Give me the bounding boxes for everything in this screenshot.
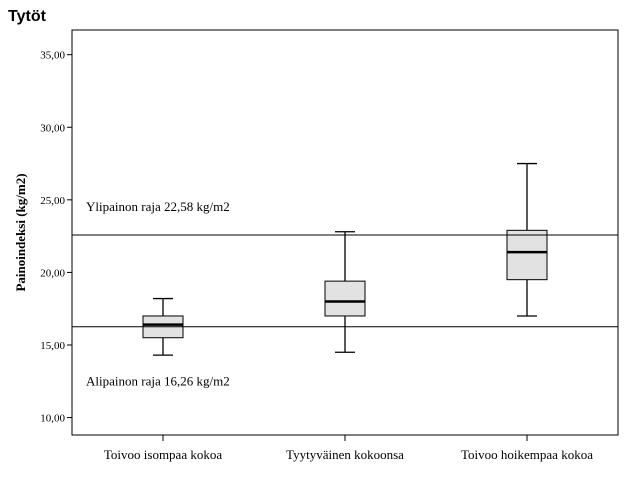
- y-tick-label: 30,00: [40, 122, 65, 134]
- y-tick-label: 35,00: [40, 50, 65, 62]
- reference-line-label: Alipainon raja 16,26 kg/m2: [86, 374, 230, 389]
- y-axis-label: Painoindeksi (kg/m2): [13, 173, 28, 291]
- x-tick-label: Toivoo isompaa kokoa: [104, 447, 222, 462]
- y-tick-label: 20,00: [40, 267, 65, 279]
- reference-line-label: Ylipainon raja 22,58 kg/m2: [86, 199, 230, 214]
- y-tick-label: 25,00: [40, 195, 65, 207]
- y-tick-label: 15,00: [40, 340, 65, 352]
- x-tick-label: Tyytyväinen kokoonsa: [286, 447, 404, 462]
- x-tick-label: Toivoo hoikempaa kokoa: [461, 447, 593, 462]
- box: [506, 229, 548, 281]
- chart-title: Tytöt: [8, 8, 46, 25]
- box: [324, 280, 366, 317]
- y-tick-label: 10,00: [40, 413, 65, 425]
- plot-area: 10,00 15,00 20,00 25,00 30,00 35,00 Painoindek…: [13, 29, 619, 462]
